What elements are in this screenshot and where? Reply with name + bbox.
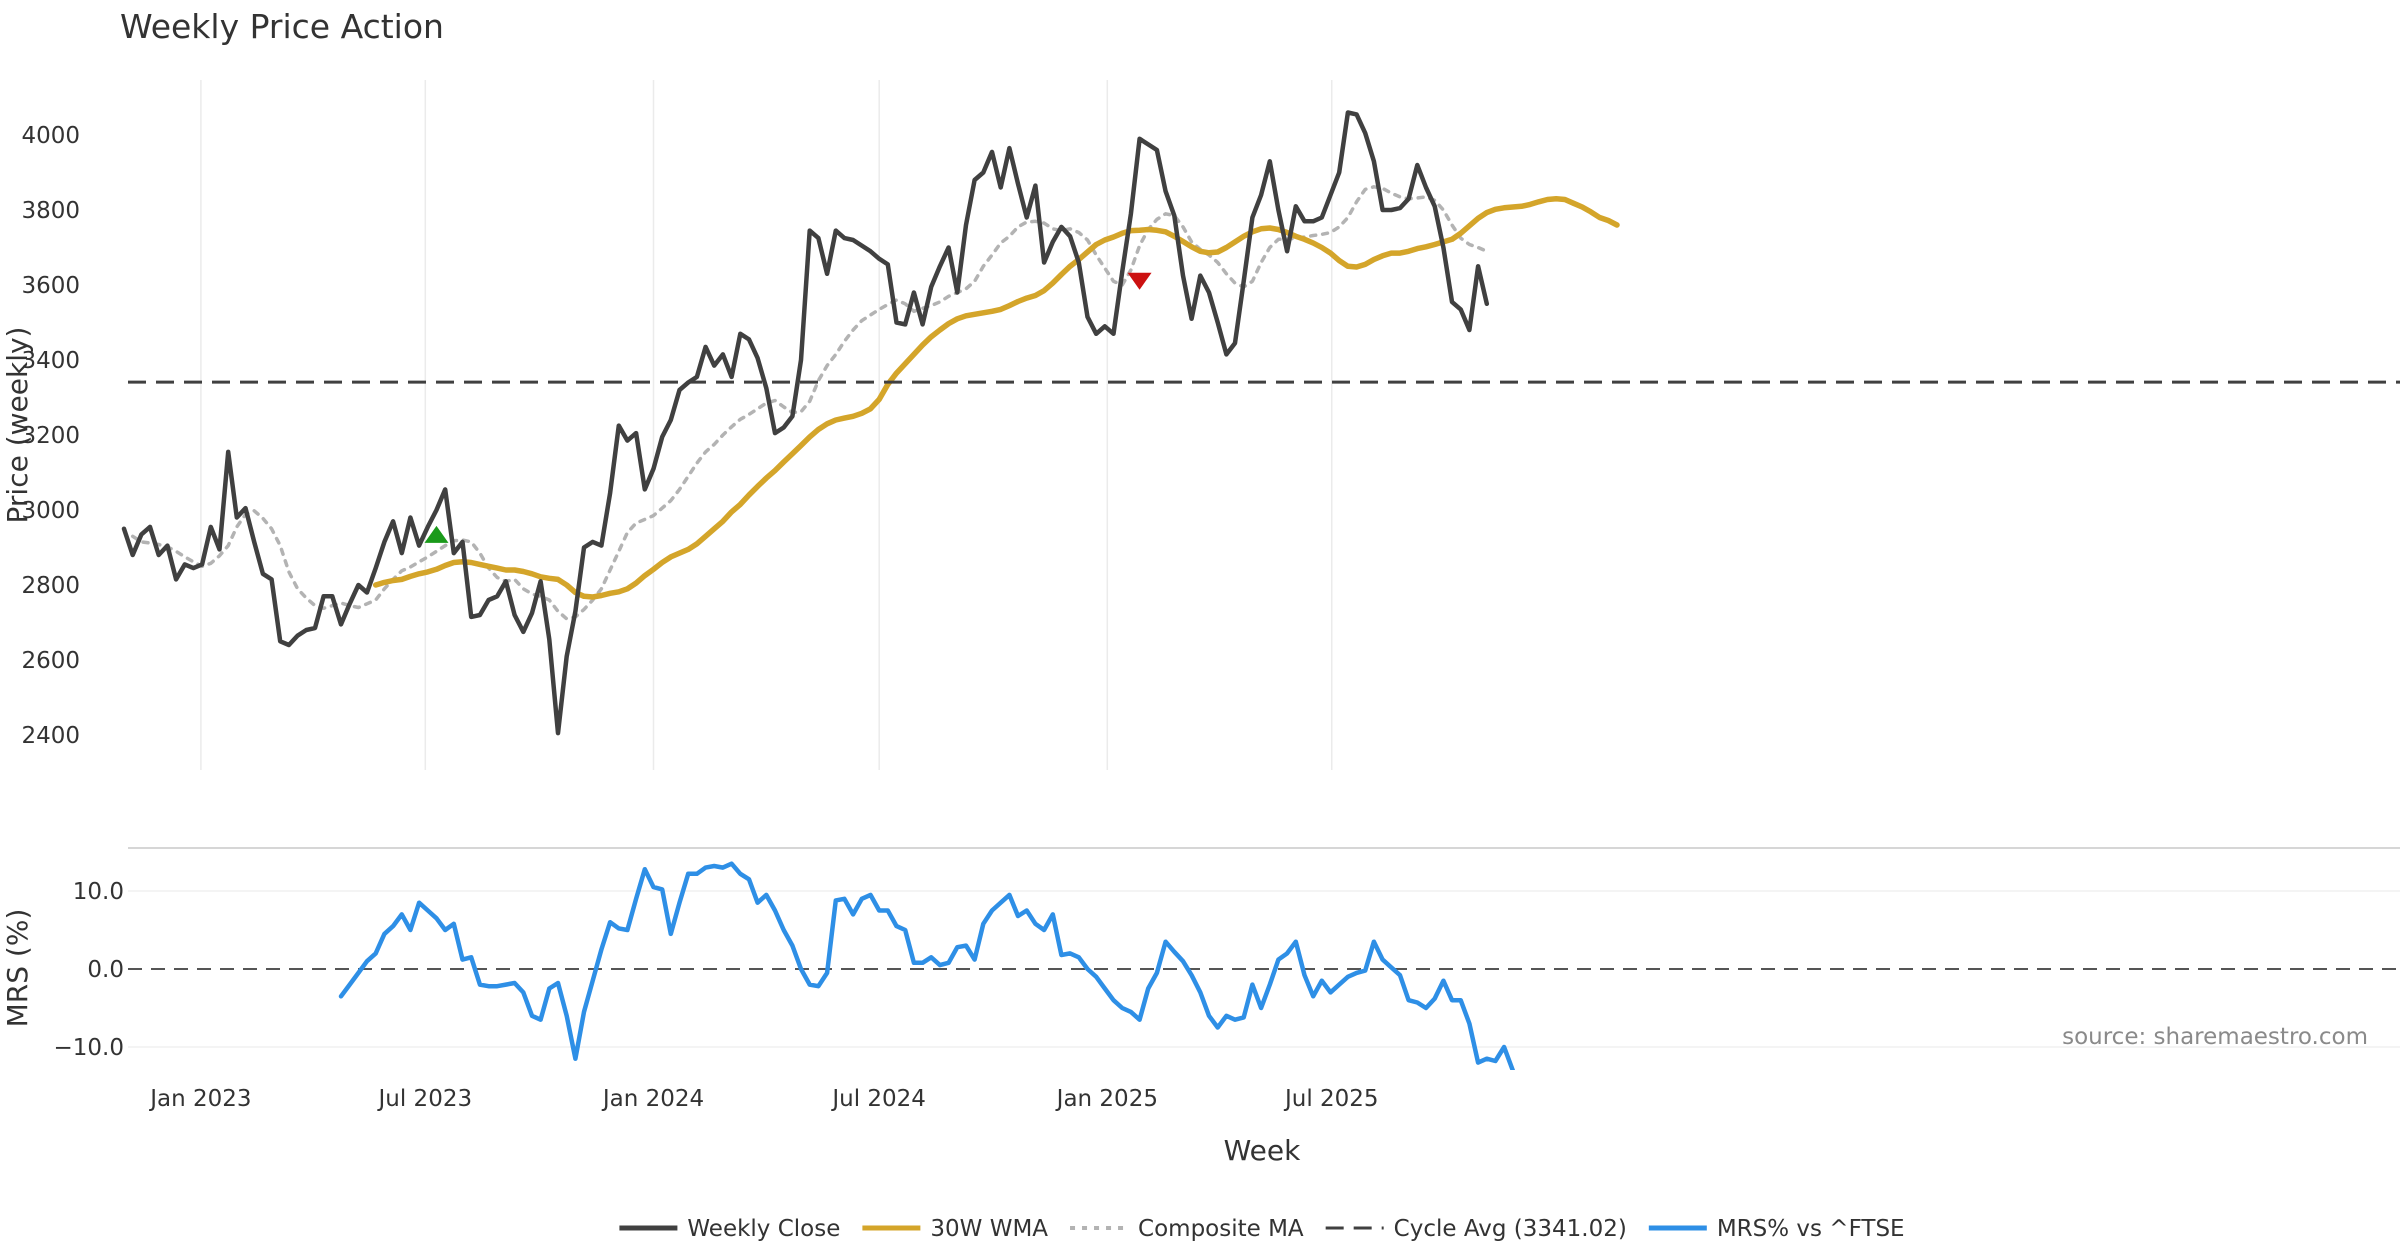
legend-label-cycle-avg-3341-02: Cycle Avg (3341.02) <box>1394 1216 1627 1242</box>
price-y-tick-label: 3800 <box>21 198 80 224</box>
price-y-tick-label: 3200 <box>21 423 80 449</box>
mrs-y-tick-label: 0.0 <box>87 957 124 983</box>
x-tick-label: Jan 2023 <box>148 1086 251 1112</box>
mrs-y-tick-label: 10.0 <box>73 879 124 905</box>
sell-signal-marker <box>1127 272 1152 290</box>
legend-label-weekly-close: Weekly Close <box>687 1216 840 1242</box>
mrs-y-tick-label: −10.0 <box>54 1035 124 1061</box>
x-axis-title: Week <box>1224 1134 1301 1167</box>
price-axis-title: Price (weekly) <box>1 327 34 524</box>
legend-label-30w-wma: 30W WMA <box>930 1216 1048 1242</box>
price-y-tick-label: 3400 <box>21 348 80 374</box>
legend-label-composite-ma: Composite MA <box>1138 1216 1304 1242</box>
series-mrs-vs-ftse <box>338 861 1515 1070</box>
series-weekly-close <box>121 110 1490 736</box>
price-y-tick-label: 4000 <box>21 123 80 149</box>
price-y-tick-label: 2600 <box>21 648 80 674</box>
mrs-axis-title: MRS (%) <box>1 909 34 1028</box>
x-tick-label: Jul 2025 <box>1283 1086 1379 1112</box>
legend-label-mrs-vs-ftse: MRS% vs ^FTSE <box>1717 1216 1905 1242</box>
chart-title: Weekly Price Action <box>120 7 444 46</box>
price-y-tick-label: 2800 <box>21 573 80 599</box>
price-y-tick-label: 3000 <box>21 498 80 524</box>
series-composite-ma <box>130 185 1489 621</box>
plot-layer: Jan 2023 Jul 2023 Jan 2024 Jul 2024 Jan 2025… <box>21 80 2400 1112</box>
source-annotation: source: sharemaestro.com <box>2062 1024 2368 1050</box>
x-tick-label: Jul 2023 <box>377 1086 473 1112</box>
legend: Weekly Close 30W WMA Composite MA Cycle Avg… <box>619 1216 1905 1242</box>
series-30w-wma <box>372 196 1620 600</box>
x-tick-label: Jan 2024 <box>601 1086 704 1112</box>
price-y-tick-label: 3600 <box>21 273 80 299</box>
buy-signal-marker <box>424 525 449 543</box>
x-tick-label: Jan 2025 <box>1055 1086 1158 1112</box>
x-tick-label: Jul 2024 <box>830 1086 926 1112</box>
price-y-tick-label: 2400 <box>21 723 80 749</box>
